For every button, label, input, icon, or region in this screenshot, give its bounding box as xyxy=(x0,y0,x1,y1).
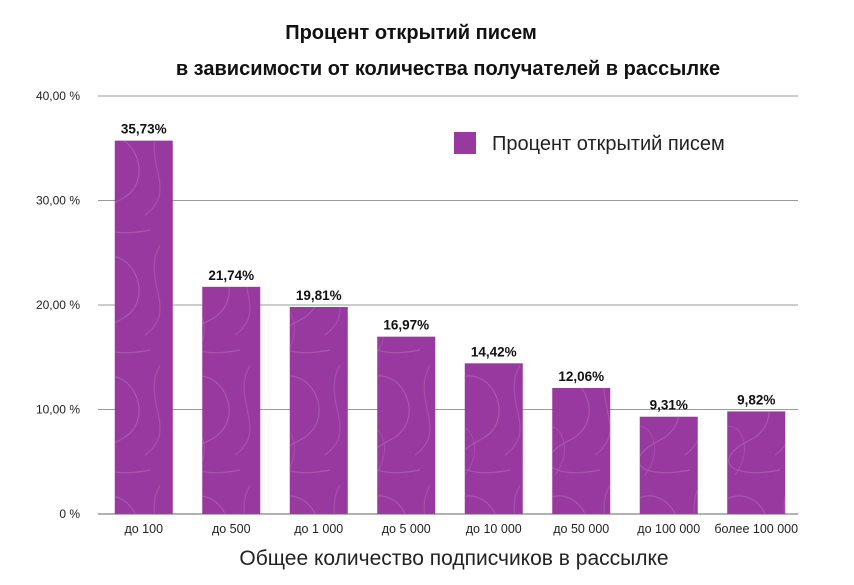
legend: Процент открытий писем xyxy=(454,132,725,155)
bar-texture xyxy=(464,363,523,514)
data-label: 21,74% xyxy=(208,268,254,283)
data-label: 16,97% xyxy=(383,318,429,333)
chart-title-line-2: в зависимости от количества получателей … xyxy=(176,58,720,80)
y-axis-tick-labels: 0 % 10,00 % 20,00 % 30,00 % 40,00 % xyxy=(36,89,80,521)
bars xyxy=(114,140,786,514)
bar-texture xyxy=(289,306,348,514)
bar-texture xyxy=(202,286,261,514)
x-tick-label: до 1 000 xyxy=(294,522,343,536)
data-label: 19,81% xyxy=(296,288,342,303)
x-axis-title: Общее количество подписчиков в рассылке xyxy=(239,547,668,570)
bar-texture xyxy=(114,140,173,514)
data-label: 9,31% xyxy=(650,398,688,413)
x-tick-label: до 10 000 xyxy=(466,522,522,536)
data-label: 12,06% xyxy=(558,369,604,384)
data-label: 35,73% xyxy=(121,122,167,137)
bar xyxy=(289,306,348,514)
data-label: 14,42% xyxy=(471,344,517,359)
bar xyxy=(639,416,698,514)
y-tick-label: 40,00 % xyxy=(36,89,80,103)
legend-label: Процент открытий писем xyxy=(492,133,725,155)
bar xyxy=(464,363,523,514)
bar-texture xyxy=(377,336,436,514)
y-tick-label: 30,00 % xyxy=(36,194,80,208)
x-tick-label: до 100 xyxy=(124,522,163,536)
x-tick-label: до 100 000 xyxy=(637,522,700,536)
y-tick-label: 0 % xyxy=(59,507,80,521)
bar xyxy=(552,387,611,514)
y-tick-label: 20,00 % xyxy=(36,298,80,312)
bar xyxy=(202,286,261,514)
bar xyxy=(727,411,786,514)
chart-title-line-1: Процент открытий писем xyxy=(285,22,537,44)
data-label: 9,82% xyxy=(737,392,775,407)
legend-swatch xyxy=(454,132,476,154)
x-tick-label: до 5 000 xyxy=(382,522,431,536)
x-tick-label: до 500 xyxy=(212,522,251,536)
bar-texture xyxy=(552,387,611,514)
y-tick-label: 10,00 % xyxy=(36,403,80,417)
bar-texture xyxy=(727,411,786,514)
bar xyxy=(377,336,436,514)
bar-texture xyxy=(639,416,698,514)
x-tick-label: до 50 000 xyxy=(553,522,609,536)
data-labels: 35,73% 21,74% 19,81% 16,97% 14,42% 12,06% 9,31… xyxy=(121,122,776,413)
x-axis-tick-labels: до 100 до 500 до 1 000 до 5 000 до 10 000 до … xyxy=(124,522,798,536)
bar xyxy=(114,140,173,514)
x-tick-label: более 100 000 xyxy=(714,522,798,536)
